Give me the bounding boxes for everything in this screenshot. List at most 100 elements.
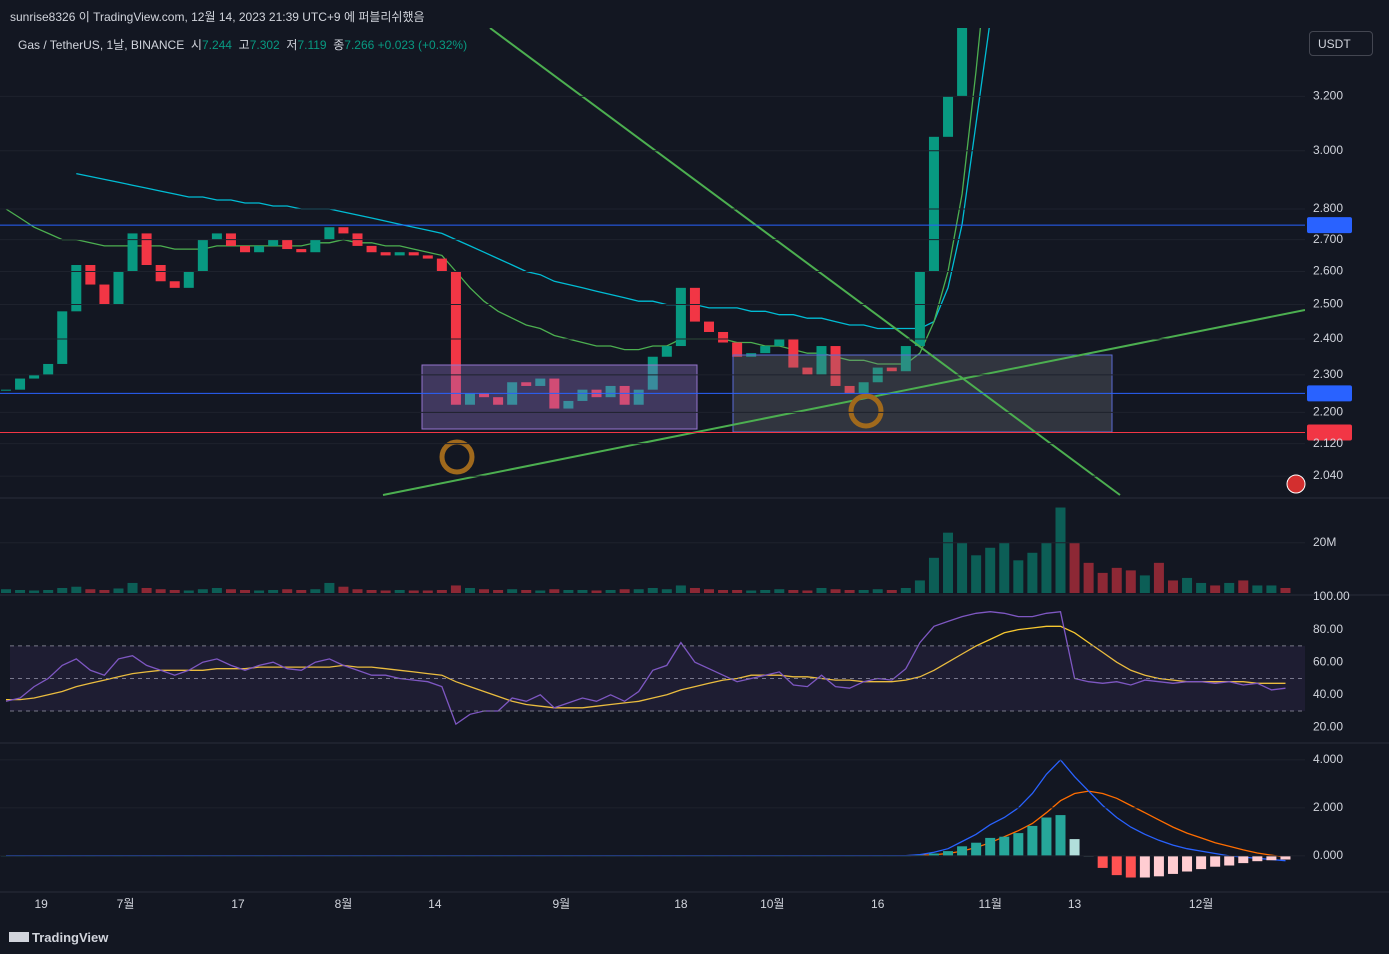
x-tick-label: 9월 [553, 897, 571, 911]
ohlc-value: 7.266 [344, 38, 375, 52]
candle [380, 252, 391, 256]
volume-bar [1139, 575, 1150, 593]
macd-histogram [1210, 855, 1221, 867]
candle [577, 389, 588, 401]
volume-bar [408, 590, 419, 593]
trend-line [489, 28, 1121, 496]
macd-histogram [1041, 817, 1052, 856]
candle [788, 338, 799, 368]
volume-bar [1055, 507, 1066, 593]
volume-bar [85, 589, 96, 593]
volume-bar [647, 587, 658, 593]
marker-circle [439, 439, 475, 475]
candle [57, 311, 68, 364]
candle [844, 385, 855, 394]
volume-bar [788, 589, 799, 593]
volume-bar [352, 589, 363, 593]
y-tick-label: 100.00 [1313, 589, 1350, 603]
volume-bar [366, 589, 377, 593]
candle [43, 363, 54, 375]
volume-bar [71, 586, 82, 593]
rsi-band [10, 645, 1305, 712]
volume-bar [1013, 560, 1024, 593]
y-tick-label: 20.00 [1313, 720, 1343, 734]
x-tick-label: 17 [231, 897, 245, 911]
candle [1, 389, 11, 391]
ohlc-value: 7.119 [297, 38, 327, 52]
volume-bar [1, 589, 11, 593]
series-line [5, 610, 1286, 726]
candle [99, 284, 110, 305]
series-line [6, 758, 1286, 862]
volume-bar [225, 589, 236, 593]
candle [127, 233, 138, 272]
currency-button[interactable]: USDT [1309, 31, 1373, 56]
volume-bar [183, 590, 194, 593]
ohlc-label: 시 [190, 38, 202, 52]
macd-histogram [971, 842, 982, 856]
candle [830, 346, 841, 386]
volume-bar [718, 589, 729, 593]
candle [802, 367, 813, 375]
candle [535, 378, 546, 386]
change: +0.023 (+0.32%) [377, 38, 468, 52]
y-tick-label: 80.00 [1313, 622, 1343, 636]
macd-histogram [943, 851, 954, 856]
volume-bar [760, 589, 771, 593]
volume-bar [1196, 582, 1207, 593]
volume-bar [1280, 587, 1291, 593]
candle [422, 255, 433, 259]
volume-bar [802, 590, 813, 593]
volume-bar [254, 590, 265, 593]
volume-bar [971, 555, 982, 593]
candle [914, 271, 925, 347]
macd-histogram [1224, 855, 1235, 866]
volume-bar [155, 589, 166, 593]
candle [268, 239, 279, 246]
volume-bar [211, 587, 222, 593]
x-tick-label: 19 [34, 897, 48, 911]
marker-circle [848, 393, 884, 429]
volume-bar [521, 589, 532, 593]
volume-bar [268, 589, 279, 593]
volume-bar [113, 588, 124, 593]
candle [943, 96, 954, 137]
macd-histogram [999, 836, 1010, 856]
volume-bar [43, 589, 54, 593]
candle [310, 239, 321, 253]
volume-bar [394, 589, 405, 593]
y-tick-label: 2.040 [1313, 468, 1343, 482]
volume-bar [1027, 552, 1038, 593]
y-tick-label: 2.200 [1313, 405, 1343, 419]
candle [816, 346, 827, 375]
candle [619, 385, 630, 405]
volume-bar [169, 589, 180, 593]
macd-histogram [928, 853, 939, 856]
y-tick-label: 4.000 [1313, 752, 1343, 766]
macd-histogram [1266, 855, 1277, 861]
volume-bar [633, 589, 644, 593]
candle [661, 346, 672, 357]
price-level-tag [1307, 385, 1352, 402]
candle [29, 374, 40, 379]
candle [675, 287, 686, 347]
candle [113, 271, 124, 305]
y-tick-label: 2.500 [1313, 297, 1343, 311]
y-tick-label: 0.000 [1313, 848, 1343, 862]
volume-bar [661, 589, 672, 593]
price-level-tag [1307, 217, 1352, 234]
candle [464, 393, 475, 405]
candle [155, 265, 166, 282]
volume-bar [957, 542, 968, 593]
candle [408, 252, 419, 256]
candle [450, 271, 461, 405]
macd-histogram [1027, 825, 1038, 856]
volume-bar [619, 589, 630, 593]
volume-bar [844, 589, 855, 593]
y-tick-label: 2.700 [1313, 232, 1343, 246]
candle [732, 342, 743, 357]
macd-histogram [1182, 855, 1193, 872]
candle [563, 400, 574, 409]
macd-histogram [1252, 855, 1263, 862]
